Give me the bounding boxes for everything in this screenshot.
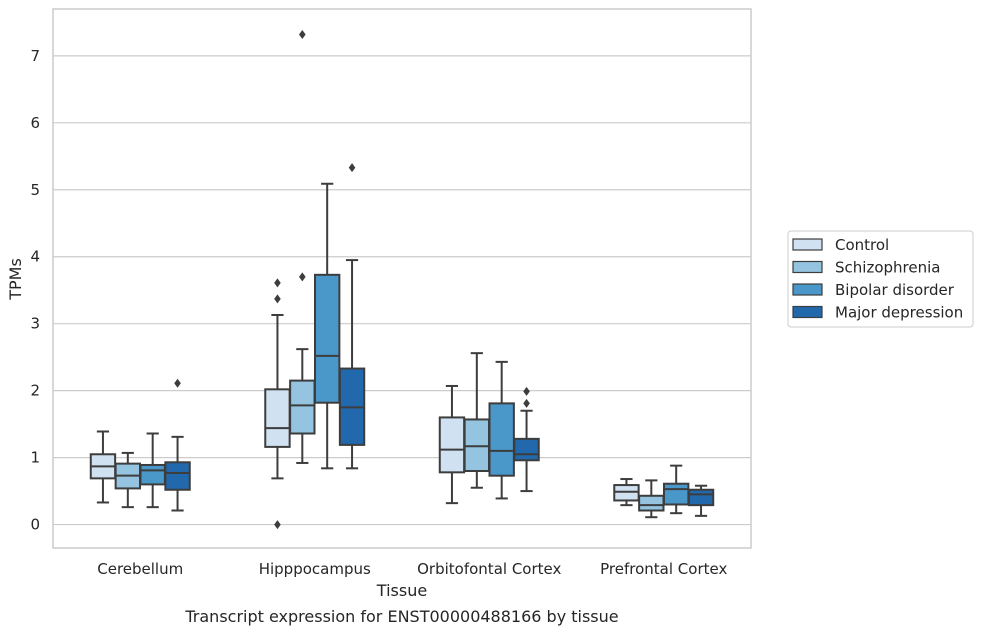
- x-tick-labels: Cerebellum Hipppocampus Orbitofontal Corte…: [97, 560, 727, 578]
- legend-swatch: [792, 238, 823, 251]
- y-tick-label: 4: [30, 248, 40, 266]
- legend-swatch: [792, 260, 823, 274]
- box-schizophrenia: [463, 352, 491, 489]
- box-major-depression: [338, 163, 366, 470]
- iqr-box: [313, 273, 341, 404]
- iqr-box: [164, 461, 191, 491]
- box-bipolar-disorder: [488, 360, 515, 500]
- box-bipolar-disorder: [662, 464, 690, 515]
- iqr-box: [513, 437, 540, 462]
- legend-swatch: [792, 283, 823, 296]
- x-tick-label: Cerebellum: [97, 560, 183, 578]
- box-major-depression: [513, 386, 540, 493]
- iqr-box: [488, 402, 515, 477]
- box-groups: [89, 29, 715, 530]
- x-tick-label: Hipppocampus: [259, 560, 371, 578]
- y-tick-label: 0: [30, 516, 40, 534]
- legend-label: Schizophrenia: [835, 259, 940, 277]
- legend: Control Schizophrenia Bipolar disorder Majo…: [787, 230, 974, 328]
- box-major-depression: [687, 484, 715, 517]
- legend-label: Control: [835, 236, 889, 254]
- y-tick-label: 7: [30, 47, 40, 65]
- iqr-box: [463, 418, 491, 473]
- iqr-box: [139, 463, 166, 486]
- outlier-point: [174, 378, 181, 388]
- y-tick-label: 6: [30, 114, 40, 132]
- figure-caption: Transcript expression for ENST0000048816…: [184, 607, 618, 626]
- outlier-point: [274, 278, 281, 288]
- x-tick-label: Orbitofontal Cortex: [417, 560, 561, 578]
- box-major-depression: [164, 378, 191, 512]
- outlier-point: [299, 272, 306, 282]
- x-tick-label: Prefrontal Cortex: [600, 560, 727, 578]
- y-axis-title: TPMs: [6, 258, 25, 301]
- y-tick-label: 3: [30, 315, 40, 333]
- outlier-point: [299, 29, 306, 39]
- iqr-box: [638, 494, 665, 512]
- legend-label: Bipolar disorder: [835, 281, 955, 299]
- outlier-point: [348, 163, 356, 173]
- iqr-box: [289, 379, 316, 435]
- box-control: [438, 384, 466, 505]
- outlier-point: [523, 386, 530, 396]
- box-control: [264, 278, 291, 530]
- iqr-box: [613, 484, 640, 502]
- legend-label: Major depression: [835, 304, 963, 322]
- legend-swatch: [792, 305, 823, 319]
- box-schizophrenia: [289, 29, 316, 464]
- gridlines: [53, 55, 751, 526]
- outlier-point: [274, 294, 281, 304]
- y-tick-label: 2: [30, 382, 40, 400]
- outlier-point: [523, 398, 530, 408]
- y-tick-labels: 0 1 2 3 4 5 6 7: [30, 47, 40, 534]
- y-tick-label: 5: [30, 181, 40, 199]
- iqr-box: [662, 482, 690, 506]
- legend-frame: [787, 230, 974, 328]
- iqr-box: [687, 488, 715, 507]
- plot-frame: [52, 8, 752, 549]
- iqr-box: [264, 388, 291, 448]
- box-control: [613, 478, 640, 507]
- outlier-point: [274, 520, 281, 530]
- box-bipolar-disorder: [313, 182, 341, 470]
- y-tick-label: 1: [30, 449, 40, 467]
- x-axis-title: Tissue: [376, 581, 427, 600]
- iqr-box: [438, 416, 466, 474]
- box-control: [89, 430, 117, 504]
